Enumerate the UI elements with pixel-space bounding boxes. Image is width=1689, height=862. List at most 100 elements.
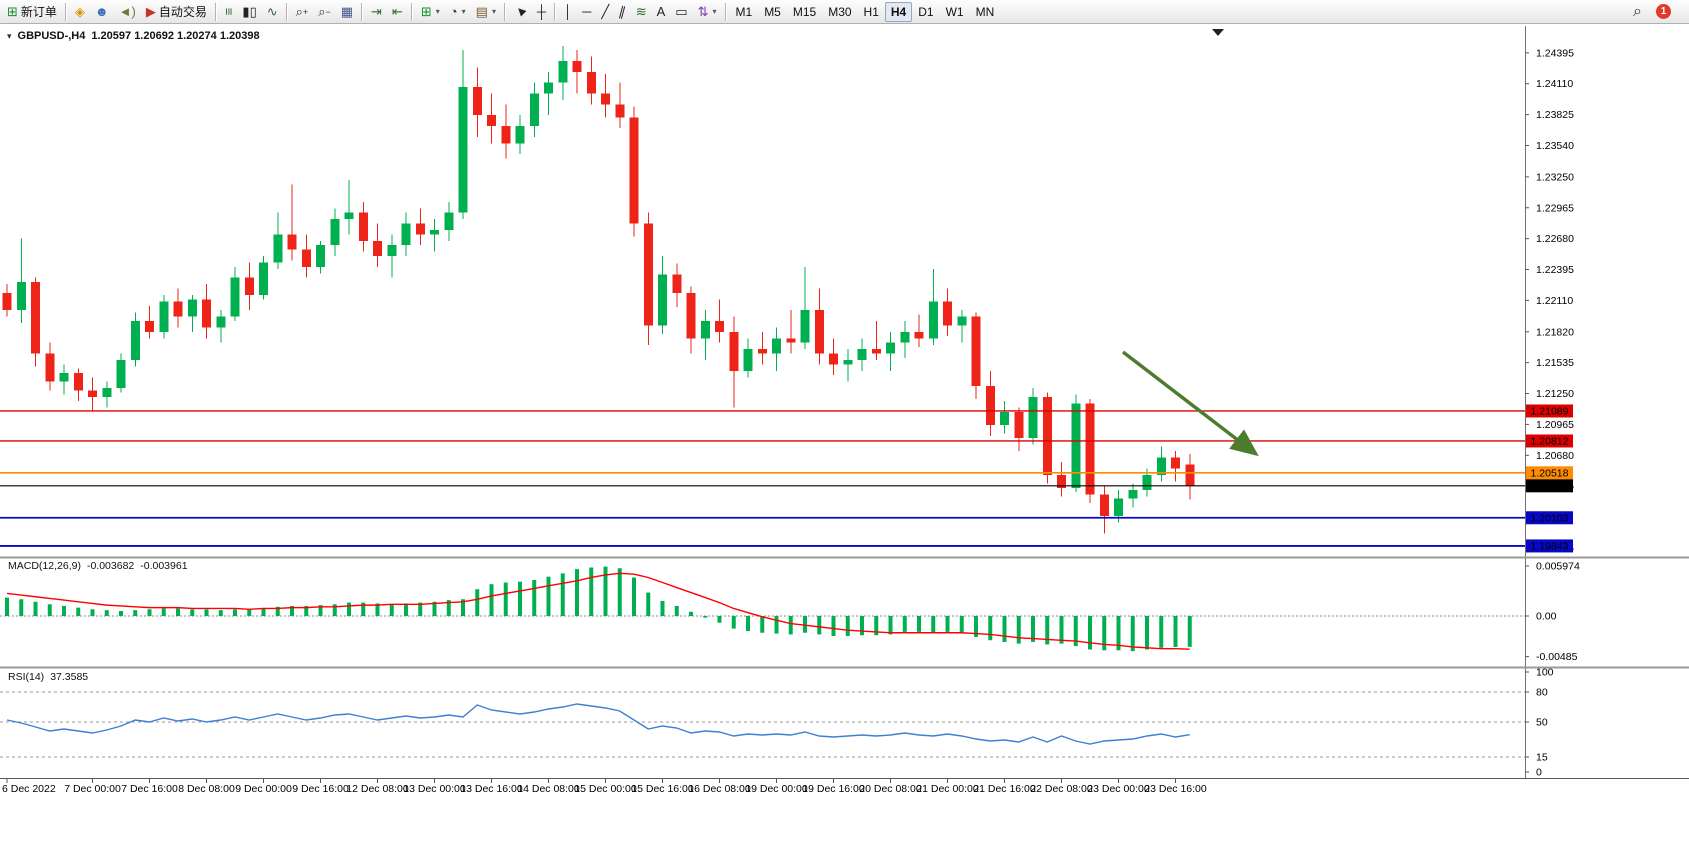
chevron-down-icon: ▾: [461, 7, 466, 16]
rsi-level-label: 0: [1536, 767, 1542, 779]
channel-button[interactable]: ∥: [614, 2, 631, 22]
line-chart-button[interactable]: ∿: [262, 2, 283, 22]
price-tick-label: 1.21535: [1536, 357, 1574, 369]
periods-button[interactable]: ◔ ▾: [445, 2, 471, 22]
zoom-out-button[interactable]: ⌕ −: [313, 2, 336, 22]
candlestick-chart-button[interactable]: ▮▯: [237, 2, 261, 22]
timeframe-m1-label: M1: [735, 4, 753, 19]
time-tick-label: 13 Dec 16:00: [460, 783, 523, 795]
zoom-in-icon-modifier: +: [302, 6, 309, 17]
one-click-trading-toggle[interactable]: ▾: [7, 30, 12, 41]
main-toolbar: ⊞ 新订单 ◈ ☻ ◄) ▶ 自动交易 ≡ ▮▯ ∿ ⌕ + ⌕ − ▦ ⇥ ⇤ ⊞ ▾ ◔ ▾ ▤ ▾ ► ┼ │ ─ ╱ ∥ ≋ A ▭ ⇅…: [0, 0, 1689, 24]
rsi-name: RSI(14): [8, 671, 45, 683]
chevron-down-icon: ▾: [712, 7, 717, 16]
vertical-line-button[interactable]: │: [559, 2, 577, 22]
time-tick-label: 23 Dec 16:00: [1144, 783, 1207, 795]
news-button[interactable]: ◄): [114, 2, 141, 22]
toolbar-separator: [214, 2, 217, 21]
price-axis[interactable]: 1.24395 1.24110 1.23825 1.23540 1.23250 1.229…: [1525, 26, 1574, 778]
time-tick-label: 6 Dec 2022: [2, 783, 56, 795]
macd-name: MACD(12,26,9): [8, 560, 81, 572]
chart-canvas[interactable]: 1.24395 1.24110 1.23825 1.23540 1.23250 1.229…: [0, 26, 1689, 862]
candlestick-chart-icon: ▮▯: [242, 4, 257, 19]
price-tick-label: 1.24110: [1536, 78, 1573, 90]
chevron-down-icon: ▾: [435, 7, 440, 16]
timeframe-m15[interactable]: M15: [787, 2, 822, 22]
new-order-icon: ⊞: [7, 4, 18, 19]
fibonacci-button[interactable]: ≋: [631, 2, 652, 22]
indicators-button[interactable]: ⊞ ▾: [416, 2, 445, 22]
timeframe-h4-label: H4: [890, 4, 907, 19]
crosshair-button[interactable]: ┼: [532, 2, 551, 22]
rsi-value: 37.3585: [50, 671, 89, 683]
time-tick-label: 21 Dec 00:00: [916, 783, 979, 795]
trend-arrow[interactable]: [1121, 350, 1259, 457]
crosshair-icon: ┼: [536, 4, 547, 19]
auto-scroll-icon: ⇥: [371, 4, 382, 19]
templates-button[interactable]: ▤ ▾: [471, 2, 501, 22]
timeframe-m30[interactable]: M30: [822, 2, 857, 22]
tile-windows-icon: ▦: [340, 4, 354, 19]
time-tick-label: 19 Dec 00:00: [745, 783, 808, 795]
community-button[interactable]: ☻: [90, 2, 114, 22]
text-label-icon: ▭: [675, 4, 688, 19]
symbol-period-label: GBPUSD-,H4: [17, 30, 86, 42]
svg-text:1.19843: 1.19843: [1531, 540, 1569, 552]
price-tick-label: 1.23250: [1536, 171, 1574, 183]
cursor-button[interactable]: ►: [509, 2, 532, 22]
metaeditor-button[interactable]: ◈: [70, 2, 90, 22]
fibonacci-icon: ≋: [635, 4, 647, 19]
chart-shift-button[interactable]: ⇤: [387, 2, 408, 22]
zoom-in-button[interactable]: ⌕ +: [291, 2, 314, 22]
notification-badge[interactable]: 1: [1656, 4, 1671, 19]
price-tick-label: 1.22680: [1536, 233, 1574, 245]
timeframe-m30-label: M30: [828, 4, 852, 19]
chart-shift-marker[interactable]: [1212, 29, 1224, 36]
candles-layer: [2, 45, 1195, 534]
zoom-in-icon: ⌕: [295, 4, 303, 19]
price-tick-label: 1.22395: [1536, 264, 1574, 276]
clock-icon: ◔: [449, 4, 458, 19]
timeframe-w1[interactable]: W1: [940, 2, 970, 22]
svg-text:1.20398: 1.20398: [1531, 480, 1569, 492]
toolbar-separator: [554, 2, 557, 21]
arrows-button[interactable]: ⇅ ▾: [693, 2, 722, 22]
speaker-icon: ◄): [118, 4, 136, 19]
new-order-button[interactable]: ⊞ 新订单: [2, 2, 62, 22]
price-line-badge: [1526, 539, 1573, 553]
rsi-level-label: 15: [1536, 752, 1548, 764]
timeframe-m1[interactable]: M1: [730, 2, 759, 22]
svg-text:1.20812: 1.20812: [1531, 435, 1569, 447]
rsi-indicator-label: RSI(14) 37.3585: [8, 671, 88, 683]
tile-windows-button[interactable]: ▦: [336, 2, 358, 22]
timeframe-h1[interactable]: H1: [858, 2, 885, 22]
search-icon[interactable]: ⌕: [1633, 2, 1642, 20]
trendline-button[interactable]: ╱: [596, 2, 614, 22]
line-chart-icon: ∿: [266, 4, 278, 19]
rsi-level-label: 50: [1536, 717, 1548, 729]
timeframe-h4[interactable]: H4: [884, 1, 913, 22]
macd-value: -0.003682: [86, 560, 135, 572]
timeframe-mn-label: MN: [975, 4, 995, 19]
timeframe-mn[interactable]: MN: [970, 2, 1001, 22]
timeframe-m5[interactable]: M5: [758, 2, 787, 22]
text-label-button[interactable]: ▭: [670, 2, 692, 22]
time-axis[interactable]: 6 Dec 2022 7 Dec 00:00 7 Dec 16:00 8 Dec 08…: [0, 778, 1689, 795]
cursor-icon: ►: [510, 1, 531, 22]
auto-scroll-button[interactable]: ⇥: [366, 2, 387, 22]
horizontal-line-button[interactable]: ─: [577, 2, 596, 22]
timeframe-d1[interactable]: D1: [912, 2, 939, 22]
toolbar-separator: [361, 2, 364, 21]
text-button[interactable]: A: [652, 2, 671, 22]
price-tick-label: 1.23825: [1536, 109, 1574, 121]
zoom-out-icon: ⌕: [318, 4, 326, 19]
time-tick-label: 16 Dec 08:00: [688, 783, 751, 795]
chart-shift-icon: ⇤: [391, 4, 403, 19]
time-tick-label: 7 Dec 00:00: [64, 783, 121, 795]
rsi-level-label: 80: [1536, 687, 1548, 699]
price-tick-label: 1.21820: [1536, 326, 1574, 338]
time-tick-label: 20 Dec 08:00: [859, 783, 922, 795]
bar-chart-button[interactable]: ≡: [220, 2, 238, 22]
time-tick-label: 22 Dec 08:00: [1030, 783, 1093, 795]
autotrading-button[interactable]: ▶ 自动交易: [141, 2, 212, 22]
